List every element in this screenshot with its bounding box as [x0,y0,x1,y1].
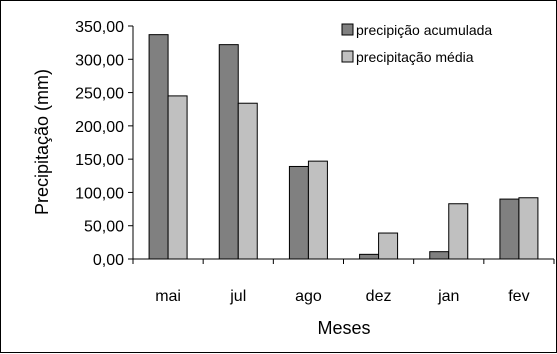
bar-acumulada-jul [218,44,239,260]
y-tick-label: 200,00 [75,119,124,136]
y-tick-label: 0,00 [93,252,124,269]
x-axis-ticks: mai jul ago dez jan fev [132,259,555,305]
y-tick-label: 250,00 [75,86,124,103]
bar-media-jan [448,203,469,260]
bar-media-ago [307,160,328,260]
bar-media-mai [167,95,188,260]
y-tick-label: 300,00 [75,52,124,69]
legend-label: precipitação média [356,49,474,65]
bar-acumulada-dez [359,253,380,260]
x-tick-label: jul [229,288,246,305]
legend-swatch [341,50,354,63]
x-axis-title: Meses [317,318,370,338]
y-tick-label: 50,00 [84,219,124,236]
x-tick-label: dez [366,288,392,305]
y-tick-label: 150,00 [75,152,124,169]
legend-label: precipição acumulada [356,22,492,38]
x-tick-label: mai [155,288,181,305]
bar-media-dez [378,232,399,260]
bar-acumulada-ago [288,165,309,260]
y-tick-label: 100,00 [75,185,124,202]
bars [148,34,539,260]
bar-media-jul [237,102,258,260]
legend: precipição acumulada precipitação média [341,22,492,65]
bar-acumulada-jan [429,251,450,260]
legend-swatch [341,23,354,36]
bar-acumulada-mai [148,34,169,260]
y-axis-ticks: 0,00 50,00 100,00 150,00 200,00 250,00 300,00 3… [75,19,133,269]
y-tick-label: 350,00 [75,19,124,36]
x-tick-label: ago [295,288,322,305]
bar-media-fev [518,197,539,260]
y-axis-title: Precipitação (mm) [32,69,52,215]
x-tick-label: jan [437,288,459,305]
bar-acumulada-fev [499,198,520,260]
x-tick-label: fev [508,288,529,305]
